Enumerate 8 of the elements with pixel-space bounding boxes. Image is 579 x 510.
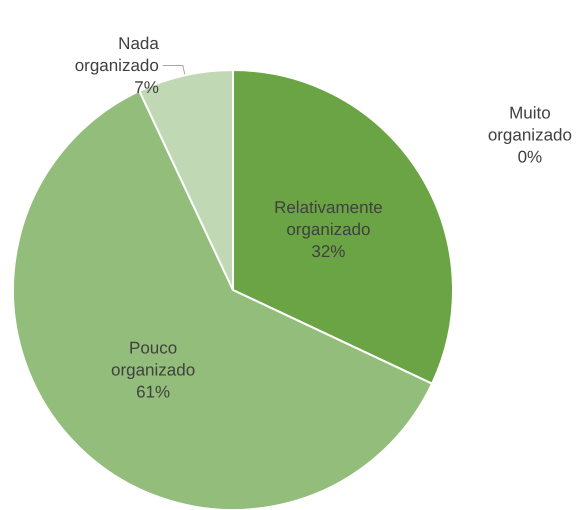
slice-label: Nada organizado <box>74 34 160 76</box>
text: 0% <box>518 147 542 166</box>
slice-label: Pouco organizado <box>111 338 196 380</box>
data-label: 32% <box>311 242 346 261</box>
category-label: Muito organizado <box>488 103 572 144</box>
data-label: 61% <box>136 382 170 402</box>
data-label: 7% <box>134 78 159 98</box>
slice-label: Relativamente organizado <box>274 198 383 239</box>
